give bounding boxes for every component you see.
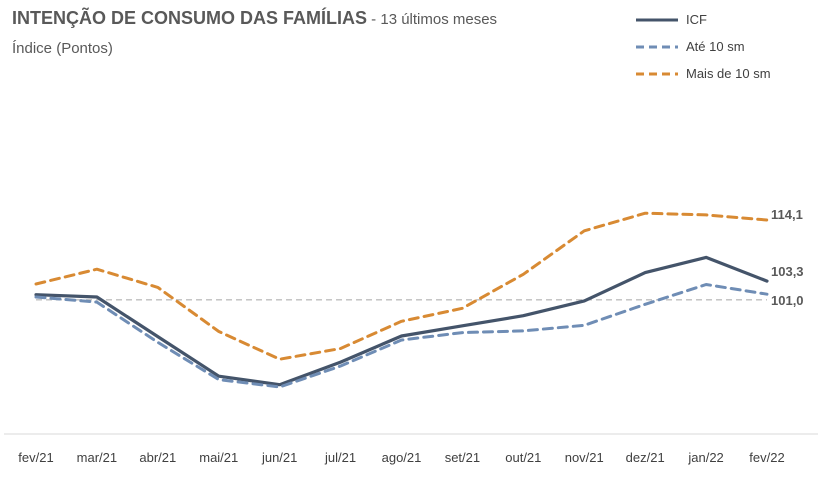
- legend-swatch-icf: [636, 18, 678, 21]
- legend-swatch-ate-10sm: [636, 45, 678, 48]
- x-tick-label: out/21: [505, 450, 541, 465]
- chart-legend: ICF Até 10 sm Mais de 10 sm: [636, 6, 771, 87]
- end-label-2: 114,1: [771, 207, 803, 222]
- legend-label-mais-10sm: Mais de 10 sm: [686, 66, 771, 81]
- end-label-0: 103,3: [771, 264, 804, 279]
- legend-label-ate-10sm: Até 10 sm: [686, 39, 745, 54]
- legend-item-mais-10sm: Mais de 10 sm: [636, 60, 771, 87]
- x-tick-label: jun/21: [261, 450, 297, 465]
- legend-label-icf: ICF: [686, 12, 707, 27]
- end-label-1: 101,0: [771, 293, 804, 308]
- chart-title-main: INTENÇÃO DE CONSUMO DAS FAMÍLIAS: [12, 8, 368, 28]
- x-tick-label: nov/21: [565, 450, 604, 465]
- chart-title-suffix: - 13 últimos meses: [367, 11, 498, 28]
- chart-subtitle: Índice (Pontos): [12, 40, 113, 57]
- x-tick-label: fev/21: [18, 450, 53, 465]
- legend-item-ate-10sm: Até 10 sm: [636, 33, 771, 60]
- x-tick-label: jan/22: [687, 450, 723, 465]
- x-tick-label: mai/21: [199, 450, 238, 465]
- legend-swatch-mais-10sm: [636, 72, 678, 75]
- series-line-0: [34, 255, 769, 387]
- series-line-1: [34, 283, 769, 389]
- x-tick-label: set/21: [445, 450, 480, 465]
- x-tick-label: jul/21: [324, 450, 356, 465]
- x-tick-label: fev/22: [749, 450, 784, 465]
- x-tick-label: mar/21: [77, 450, 117, 465]
- legend-item-icf: ICF: [636, 6, 771, 33]
- x-tick-label: abr/21: [139, 450, 176, 465]
- series-line-2: [34, 211, 769, 361]
- x-tick-label: dez/21: [626, 450, 665, 465]
- chart-title: INTENÇÃO DE CONSUMO DAS FAMÍLIAS - 13 úl…: [12, 8, 497, 29]
- x-tick-label: ago/21: [382, 450, 422, 465]
